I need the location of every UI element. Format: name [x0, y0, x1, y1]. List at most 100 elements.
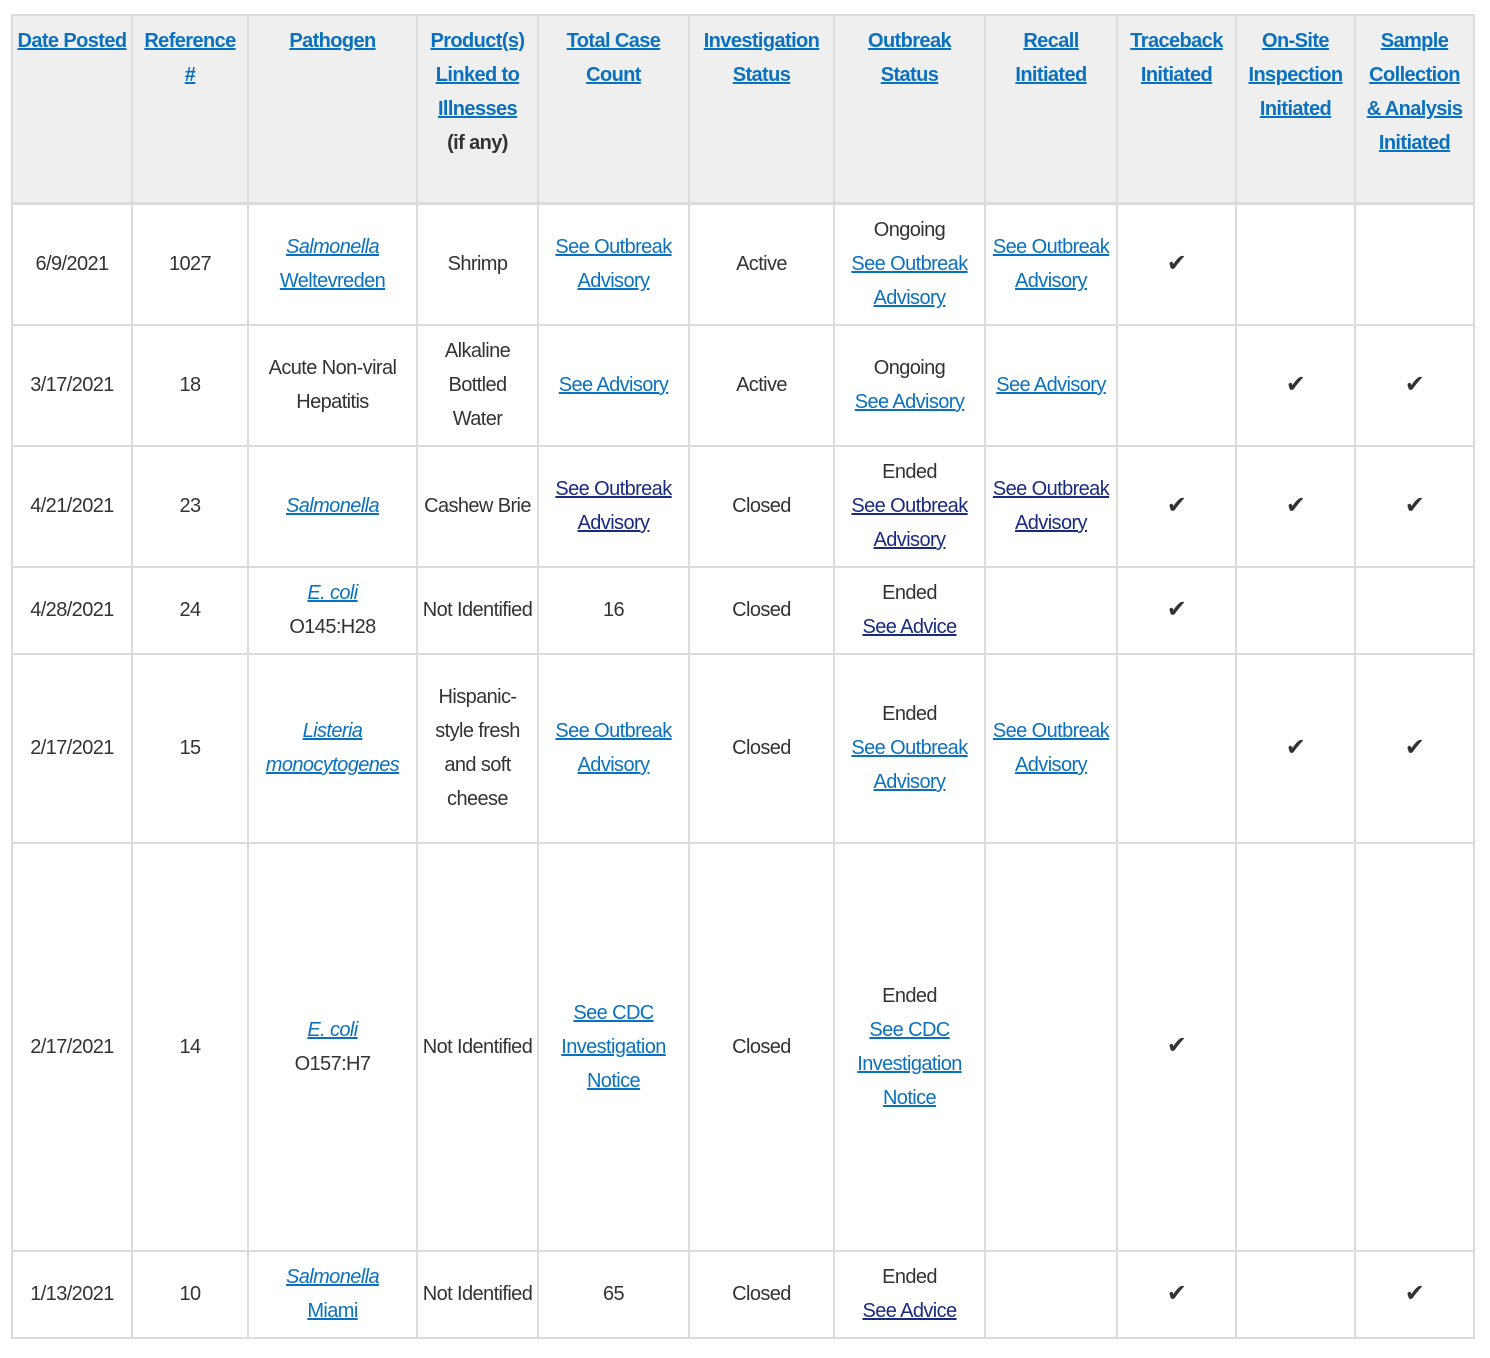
sort-link-pathogen[interactable]: Pathogen: [289, 30, 376, 52]
cell-link[interactable]: See Outbreak Advisory: [555, 236, 672, 293]
sort-link-recall-initiated[interactable]: Recall Initiated: [1015, 30, 1087, 86]
cell-text: O145:H28: [289, 616, 376, 638]
cell-link[interactable]: See Advisory: [558, 374, 669, 396]
sort-link-sample-collection[interactable]: Sample Collection & Analysis Initiated: [1366, 30, 1463, 154]
cell-sample: ✔: [1354, 444, 1475, 568]
cell-reference: 24: [131, 565, 249, 655]
header-note: (if any): [447, 132, 508, 154]
cell-link[interactable]: See Outbreak Advisory: [992, 236, 1110, 293]
date-posted-text: 6/9/2021: [35, 253, 109, 276]
table-row: 4/28/2021 24 E. coli O145:H28 Not Identified…: [11, 565, 1475, 655]
cell-reference: 18: [131, 323, 249, 447]
reference-text: 24: [179, 599, 201, 621]
sort-link-outbreak-status[interactable]: Outbreak Status: [867, 30, 952, 86]
cell-pathogen: Salmonella Miami: [247, 1249, 418, 1339]
cell-investigation-status: Closed: [688, 565, 835, 655]
cell-investigation-status: Closed: [688, 1249, 835, 1339]
table-row: 2/17/2021 14 E. coli O157:H7 Not Identified S…: [11, 841, 1475, 1252]
cell-pathogen: Listeria monocytogenes: [247, 652, 418, 844]
table-row: 6/9/2021 1027 Salmonella Weltevreden Shrimp S…: [11, 202, 1475, 326]
cell-link[interactable]: See Advice: [862, 1300, 957, 1322]
column-header-investigation-status: Investigation Status: [688, 14, 835, 205]
column-header-recall-initiated: Recall Initiated: [984, 14, 1118, 205]
cell-text: Ended: [882, 1266, 937, 1288]
cell-link[interactable]: See Advice: [862, 616, 957, 638]
cell-link[interactable]: Miami: [307, 1300, 358, 1322]
sort-link-products[interactable]: Product(s) Linked to Illnesses: [430, 30, 525, 120]
cell-text: O157:H7: [294, 1052, 371, 1075]
cell-link[interactable]: Salmonella: [286, 1266, 380, 1288]
cell-text: Ongoing: [873, 357, 946, 379]
cell-date-posted: 2/17/2021: [11, 652, 133, 844]
cell-link[interactable]: See Outbreak Advisory: [851, 737, 968, 793]
sort-link-reference[interactable]: Reference #: [144, 30, 236, 86]
cell-link[interactable]: Weltevreden: [279, 270, 386, 293]
cell-products: Cashew Brie: [416, 444, 539, 568]
cell-outbreak-status: Ended See Advice: [833, 565, 986, 655]
sort-link-on-site-inspection[interactable]: On-Site Inspection Initiated: [1248, 30, 1343, 120]
cell-products: Hispanic-style fresh and soft cheese: [416, 652, 539, 844]
column-header-outbreak-status: Outbreak Status: [833, 14, 986, 205]
sort-link-date-posted[interactable]: Date Posted: [17, 30, 128, 52]
cell-link[interactable]: See CDC Investigation Notice: [561, 1001, 666, 1092]
cell-outbreak-status: Ongoing See Outbreak Advisory: [833, 202, 986, 326]
checkmark-icon: ✔: [1404, 1279, 1425, 1307]
cell-text: Not Identified: [422, 1283, 533, 1305]
cell-inspection: [1235, 1249, 1356, 1339]
cell-date-posted: 1/13/2021: [11, 1249, 133, 1339]
cell-link[interactable]: See Advisory: [996, 374, 1106, 396]
cell-link[interactable]: See Outbreak Advisory: [851, 495, 968, 551]
cell-sample: ✔: [1354, 652, 1475, 844]
cell-inspection: [1235, 565, 1356, 655]
cell-link[interactable]: Salmonella: [286, 495, 380, 517]
cell-link[interactable]: Listeria monocytogenes: [265, 720, 400, 776]
cell-link[interactable]: See Outbreak Advisory: [851, 253, 968, 310]
column-header-products: Product(s) Linked to Illnesses (if any): [416, 14, 539, 205]
cell-link[interactable]: E. coli: [307, 1018, 358, 1041]
cell-link[interactable]: E. coli: [307, 582, 358, 604]
cell-products: Not Identified: [416, 1249, 539, 1339]
checkmark-icon: ✔: [1166, 1279, 1187, 1307]
cell-text: Not Identified: [422, 1035, 533, 1058]
table-body: 6/9/2021 1027 Salmonella Weltevreden Shrimp S…: [11, 202, 1475, 1339]
cell-link[interactable]: See Outbreak Advisory: [555, 478, 672, 534]
date-posted-text: 1/13/2021: [30, 1283, 114, 1305]
cell-pathogen: E. coli O157:H7: [247, 841, 418, 1252]
cell-total-case-count: See Outbreak Advisory: [537, 444, 690, 568]
cell-date-posted: 4/28/2021: [11, 565, 133, 655]
cell-link[interactable]: See Outbreak Advisory: [992, 478, 1110, 534]
cell-link[interactable]: See Advisory: [854, 391, 965, 413]
outbreak-investigations-table: Date Posted Reference # Pathogen Product(s)…: [11, 14, 1475, 1339]
column-header-total-case-count: Total Case Count: [537, 14, 690, 205]
cell-link[interactable]: See CDC Investigation Notice: [857, 1018, 962, 1109]
investigation-status-text: Closed: [732, 599, 791, 621]
sort-link-traceback-initiated[interactable]: Traceback Initiated: [1130, 30, 1223, 86]
cell-inspection: ✔: [1235, 652, 1356, 844]
investigation-status-text: Closed: [732, 1283, 791, 1305]
cell-products: Not Identified: [416, 565, 539, 655]
checkmark-icon: ✔: [1285, 491, 1306, 519]
cell-pathogen: Salmonella Weltevreden: [247, 202, 418, 326]
cell-link[interactable]: See Outbreak Advisory: [992, 720, 1110, 776]
checkmark-icon: ✔: [1166, 1032, 1187, 1059]
column-header-date-posted: Date Posted: [11, 14, 133, 205]
cell-investigation-status: Closed: [688, 444, 835, 568]
reference-text: 15: [179, 737, 201, 759]
cell-total-case-count: See Outbreak Advisory: [537, 652, 690, 844]
date-posted-text: 2/17/2021: [30, 1035, 114, 1058]
cell-reference: 1027: [131, 202, 249, 326]
cell-link[interactable]: See Outbreak Advisory: [555, 720, 672, 776]
table-row: 3/17/2021 18 Acute Non-viral Hepatitis Alka…: [11, 323, 1475, 447]
cell-outbreak-status: Ended See Outbreak Advisory: [833, 444, 986, 568]
sort-link-total-case-count[interactable]: Total Case Count: [566, 30, 661, 86]
sort-link-investigation-status[interactable]: Investigation Status: [703, 30, 820, 86]
cell-recall-initiated: [984, 1249, 1118, 1339]
cell-pathogen: Acute Non-viral Hepatitis: [247, 323, 418, 447]
cell-products: Alkaline Bottled Water: [416, 323, 539, 447]
cell-investigation-status: Active: [688, 323, 835, 447]
cell-outbreak-status: Ended See Advice: [833, 1249, 986, 1339]
table-row: 1/13/2021 10 Salmonella Miami Not Identified…: [11, 1249, 1475, 1339]
cell-link[interactable]: Salmonella: [286, 236, 380, 259]
reference-text: 18: [179, 374, 201, 396]
checkmark-icon: ✔: [1404, 370, 1425, 398]
